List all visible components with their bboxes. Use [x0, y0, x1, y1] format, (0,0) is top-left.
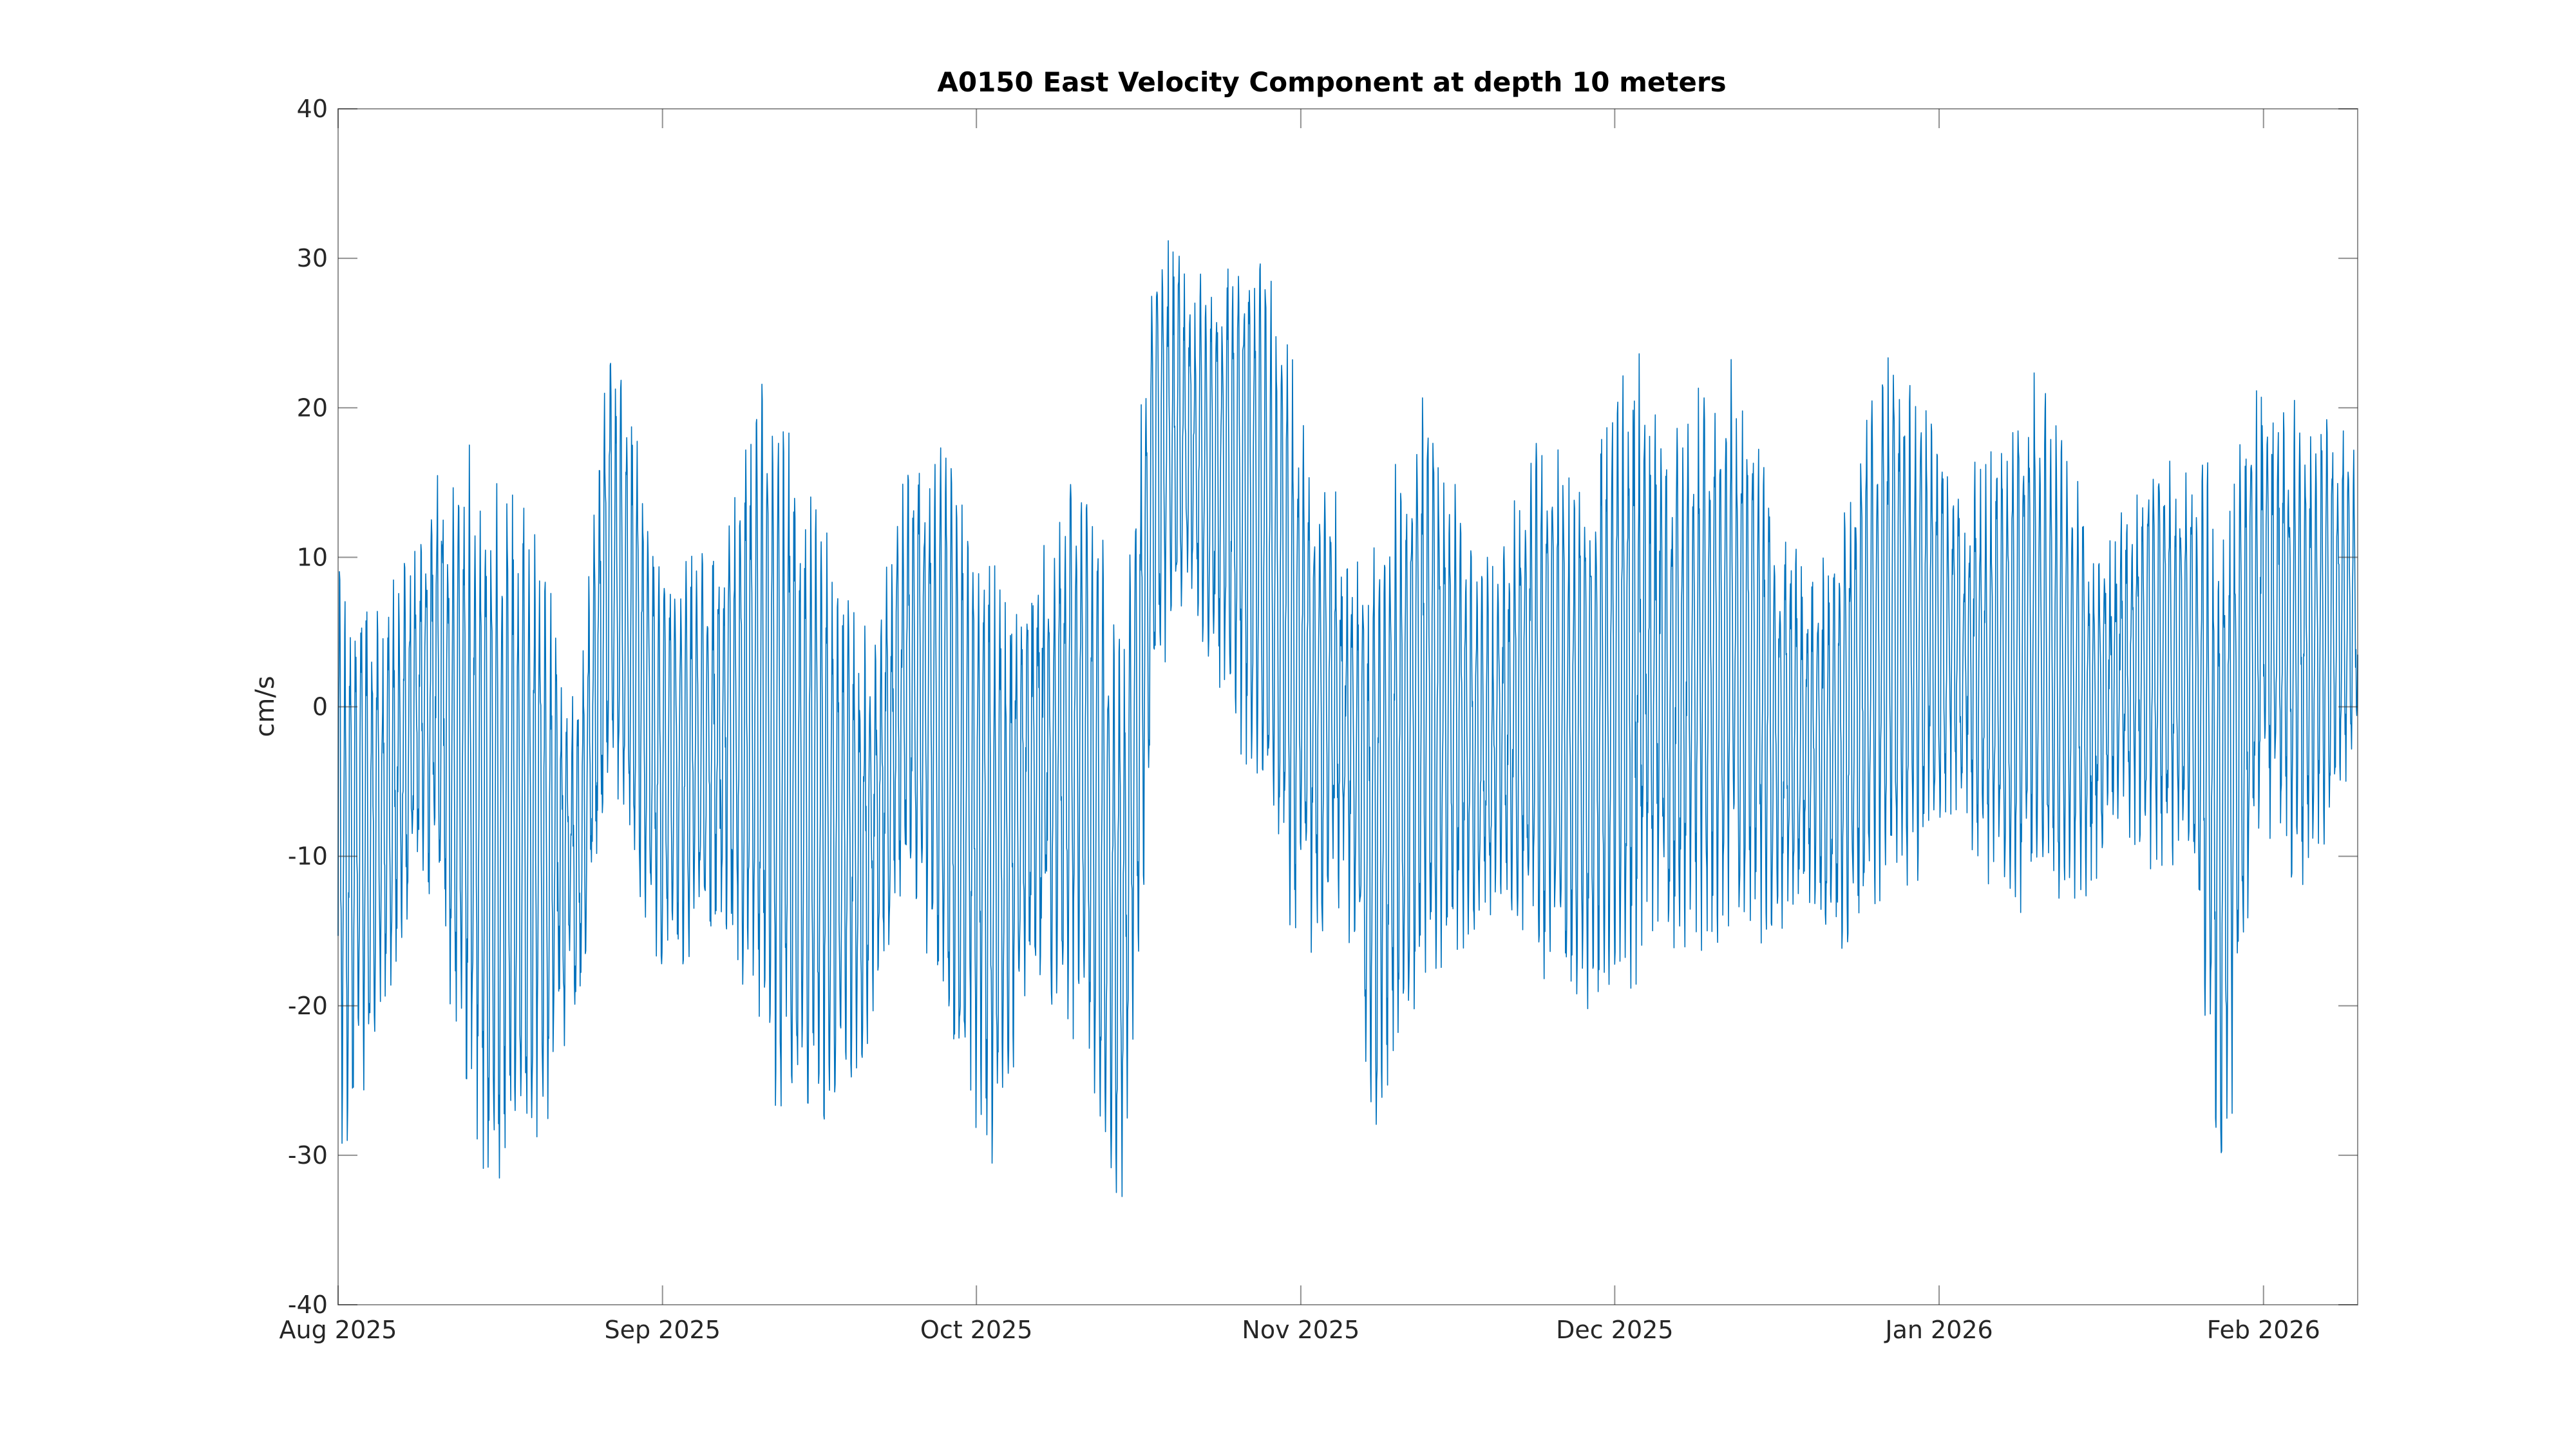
x-tick-label: Sep 2025 — [604, 1316, 720, 1344]
y-axis-label: cm/s — [251, 676, 280, 737]
y-axis: 40 30 20 10 0 -10 -20 -30 -40 — [288, 95, 2358, 1319]
y-tick-label: -40 — [288, 1291, 328, 1319]
y-tick-label: -30 — [288, 1141, 328, 1170]
x-tick-label: Aug 2025 — [279, 1316, 397, 1344]
x-tick-label: Oct 2025 — [920, 1316, 1033, 1344]
x-tick-label: Jan 2026 — [1884, 1316, 1993, 1344]
chart-title: A0150 East Velocity Component at depth 1… — [937, 66, 1726, 98]
series-layer — [337, 240, 2358, 1197]
y-tick-label: 20 — [297, 393, 328, 422]
x-tick-label: Feb 2026 — [2207, 1316, 2320, 1344]
y-tick-label: 10 — [297, 543, 328, 571]
y-tick-label: -20 — [288, 992, 328, 1020]
y-tick-label: -10 — [288, 842, 328, 871]
x-tick-label: Dec 2025 — [1556, 1316, 1673, 1344]
y-tick-label: 0 — [312, 693, 328, 721]
y-tick-label: 40 — [297, 95, 328, 123]
x-axis: Aug 2025 Sep 2025 Oct 2025 Nov 2025 Dec 2025… — [279, 109, 2320, 1344]
y-tick-label: 30 — [297, 244, 328, 272]
x-tick-label: Nov 2025 — [1242, 1316, 1359, 1344]
series-line-east-velocity — [337, 240, 2358, 1197]
